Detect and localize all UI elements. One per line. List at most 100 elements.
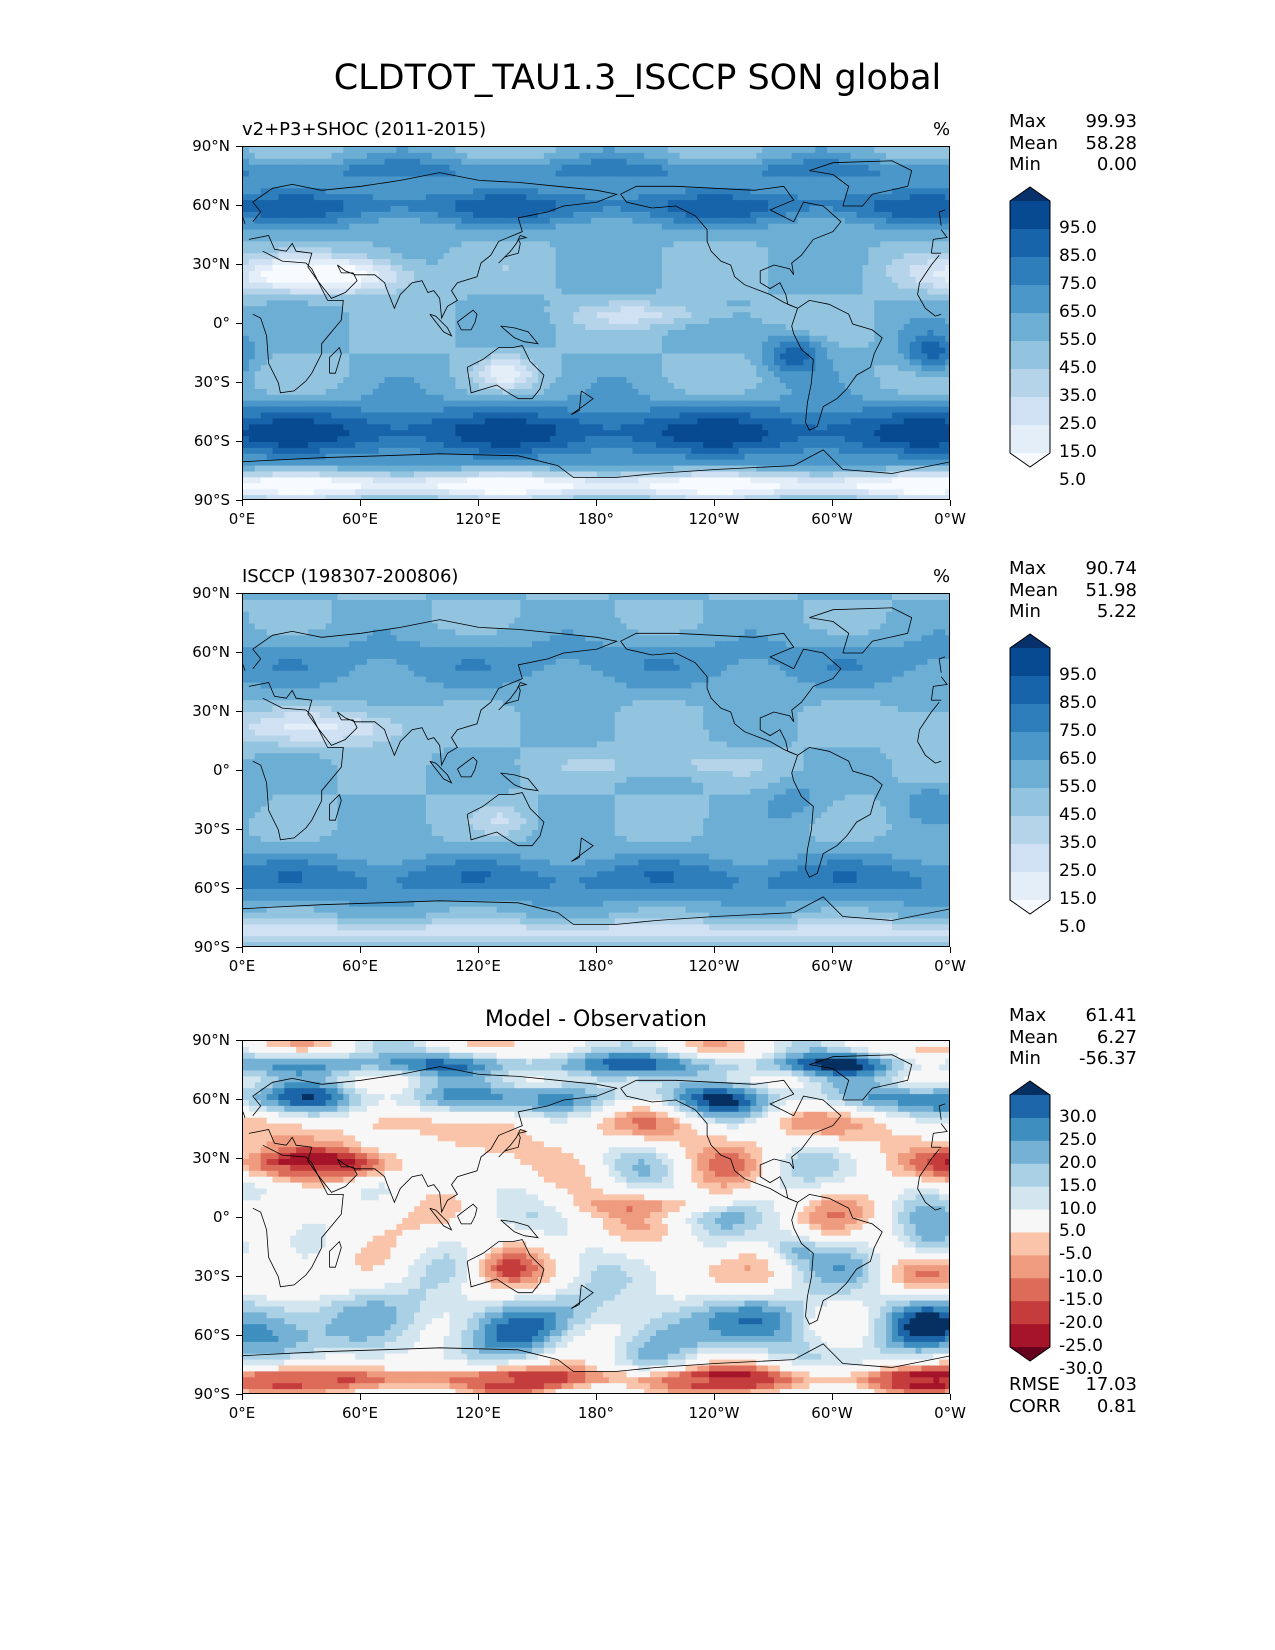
stat-mean-label: Mean bbox=[1009, 133, 1058, 155]
colorbar-bin bbox=[1010, 1117, 1050, 1142]
coastline-africa bbox=[917, 294, 942, 317]
colorbar-bin bbox=[1010, 1278, 1050, 1302]
colorbar-bin bbox=[1010, 1095, 1050, 1119]
map-ref-field bbox=[243, 594, 949, 946]
lon-label: 60°E bbox=[342, 510, 378, 528]
colorbar-label: -20.0 bbox=[1059, 1313, 1103, 1333]
coastline-africa bbox=[917, 741, 942, 764]
panel-diff-stats: Max 61.41 Mean 6.27 Min -56.37 bbox=[1009, 1005, 1137, 1070]
colorbar-label: 5.0 bbox=[1059, 917, 1086, 937]
coastline-uk bbox=[243, 217, 246, 224]
colorbar-label: -30.0 bbox=[1059, 1359, 1103, 1379]
lon-label: 60°W bbox=[811, 957, 852, 975]
colorbar-extend-max bbox=[1010, 1081, 1050, 1095]
lon-label: 0°E bbox=[229, 510, 256, 528]
colorbar-label: 25.0 bbox=[1059, 414, 1097, 434]
figure-title: CLDTOT_TAU1.3_ISCCP SON global bbox=[0, 58, 1275, 98]
coastline-north_america bbox=[620, 1079, 842, 1203]
lon-tick bbox=[832, 500, 833, 506]
coastline-uk bbox=[938, 209, 946, 226]
stat-corr: CORR 0.81 bbox=[1009, 1396, 1137, 1418]
colorbar-outline bbox=[1009, 1080, 1051, 1362]
lat-label: 60°N bbox=[160, 196, 230, 214]
stat-mean: Mean 6.27 bbox=[1009, 1027, 1137, 1049]
panel-test-label: v2+P3+SHOC (2011-2015) bbox=[242, 119, 486, 140]
lat-tick bbox=[236, 146, 242, 147]
map-test bbox=[242, 146, 950, 500]
lon-label: 60°E bbox=[342, 1404, 378, 1422]
stat-min: Min -56.37 bbox=[1009, 1048, 1137, 1070]
coastline-australia bbox=[466, 1239, 545, 1294]
colorbar-extend-min bbox=[1010, 453, 1050, 467]
lat-label: 90°S bbox=[160, 1385, 230, 1403]
coastline-south_america bbox=[791, 746, 883, 878]
coastline-japan bbox=[498, 235, 528, 264]
stat-mean-value: 58.28 bbox=[1085, 133, 1137, 155]
stat-max-value: 99.93 bbox=[1085, 111, 1137, 133]
colorbar-label: 20.0 bbox=[1059, 1153, 1097, 1173]
colorbar-bin bbox=[1010, 369, 1050, 398]
stat-min-label: Min bbox=[1009, 601, 1041, 623]
lat-label: 60°N bbox=[160, 643, 230, 661]
lon-label: 0°E bbox=[229, 957, 256, 975]
panel-test-units: % bbox=[933, 119, 950, 140]
coastline-greenland bbox=[809, 160, 913, 207]
colorbar-bin bbox=[1010, 425, 1050, 454]
lon-tick bbox=[478, 500, 479, 506]
coastline-africa bbox=[917, 701, 940, 742]
coastline-sumatra bbox=[429, 760, 453, 784]
colorbar-label: -10.0 bbox=[1059, 1267, 1103, 1287]
colorbar-label: 35.0 bbox=[1059, 386, 1097, 406]
lat-tick bbox=[236, 1158, 242, 1159]
colorbar-label: 15.0 bbox=[1059, 442, 1097, 462]
colorbar-outline bbox=[1009, 633, 1051, 915]
colorbar-outline bbox=[1009, 186, 1051, 468]
lat-label: 90°N bbox=[160, 584, 230, 602]
colorbar-bin bbox=[1010, 676, 1050, 705]
colorbar-test bbox=[1009, 186, 1051, 468]
colorbar-label: -5.0 bbox=[1059, 1244, 1092, 1264]
colorbar-label: -25.0 bbox=[1059, 1336, 1103, 1356]
colorbar-ref bbox=[1009, 633, 1051, 915]
stat-max-label: Max bbox=[1009, 1005, 1046, 1027]
coastline-australia bbox=[466, 345, 545, 400]
colorbar-label: -15.0 bbox=[1059, 1290, 1103, 1310]
stat-mean: Mean 51.98 bbox=[1009, 580, 1137, 602]
lat-tick bbox=[236, 1276, 242, 1277]
coastline-eurasia bbox=[248, 619, 619, 767]
lat-label: 60°S bbox=[160, 879, 230, 897]
coastlines bbox=[243, 607, 949, 925]
stat-min: Min 5.22 bbox=[1009, 601, 1137, 623]
coastline-south_america bbox=[791, 1193, 883, 1325]
stat-min-label: Min bbox=[1009, 154, 1041, 176]
colorbar-label: 10.0 bbox=[1059, 1199, 1097, 1219]
coastline-australia bbox=[466, 792, 545, 847]
coastline-japan bbox=[498, 682, 528, 711]
lat-tick bbox=[236, 1394, 242, 1395]
stat-rmse: RMSE 17.03 bbox=[1009, 1374, 1137, 1396]
lat-label: 30°N bbox=[160, 702, 230, 720]
lat-label: 60°S bbox=[160, 1326, 230, 1344]
lat-tick bbox=[236, 888, 242, 889]
map-diff bbox=[242, 1040, 950, 1394]
stat-mean-value: 51.98 bbox=[1085, 580, 1137, 602]
colorbar-diff bbox=[1009, 1080, 1051, 1362]
lon-label: 60°W bbox=[811, 510, 852, 528]
lat-tick bbox=[236, 947, 242, 948]
colorbar-bin bbox=[1010, 1209, 1050, 1233]
lon-tick bbox=[596, 500, 597, 506]
colorbar-bin bbox=[1010, 760, 1050, 789]
coastline-newzealand bbox=[571, 837, 594, 862]
colorbar-label: 55.0 bbox=[1059, 330, 1097, 350]
coastline-newguinea bbox=[500, 1219, 539, 1239]
lon-tick bbox=[360, 1394, 361, 1400]
colorbar-bin bbox=[1010, 1301, 1050, 1325]
lon-label: 120°E bbox=[455, 1404, 501, 1422]
lon-label: 180° bbox=[578, 1404, 614, 1422]
colorbar-extend-min bbox=[1010, 900, 1050, 914]
lon-label: 120°E bbox=[455, 510, 501, 528]
lat-label: 30°S bbox=[160, 820, 230, 838]
coastline-japan bbox=[498, 1129, 528, 1158]
colorbar-bin bbox=[1010, 704, 1050, 733]
lat-tick bbox=[236, 205, 242, 206]
